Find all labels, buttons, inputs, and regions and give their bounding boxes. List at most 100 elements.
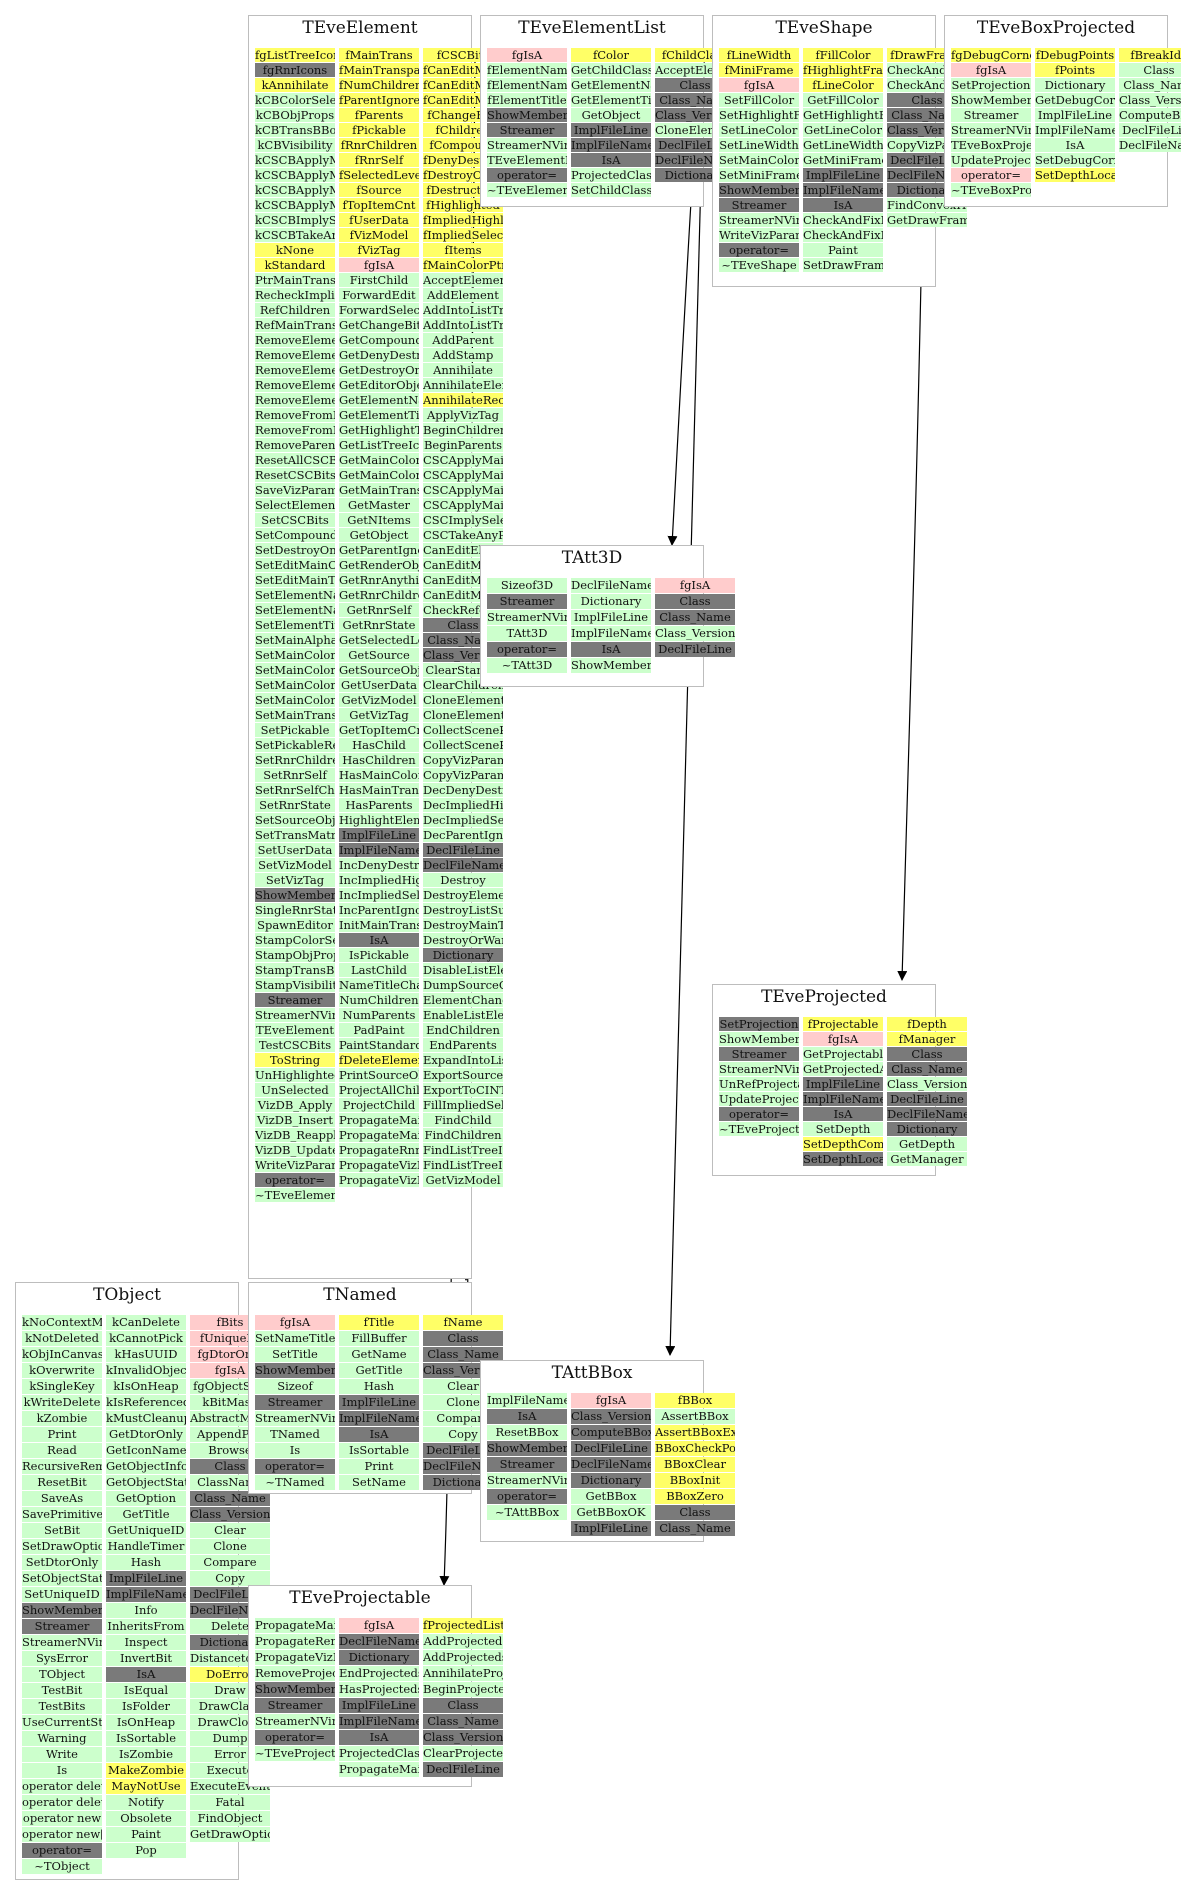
member-columns: fgIsAfElementNamefElementNameTitlefEleme… — [481, 48, 741, 198]
member-entry: operator delete[] — [22, 1795, 102, 1810]
member-entry: ShowMembers — [571, 658, 651, 673]
member-entry: SingleRnrState — [255, 903, 335, 917]
member-entry: GetUserData — [339, 678, 419, 692]
class-box-teveprojected: TEveProjected SetProjection ShowMembers Str… — [712, 984, 967, 1176]
member-entry: ImplFileLine — [106, 1571, 186, 1586]
member-entry: fgDebugCornerPoints — [951, 48, 1031, 62]
member-entry: ApplyVizTag — [423, 408, 503, 422]
member-entry: Fatal — [190, 1795, 270, 1810]
member-entry: fgRnrIcons — [255, 63, 335, 77]
member-entry: Streamer — [719, 1047, 799, 1061]
member-entry: Streamer — [487, 594, 567, 609]
member-entry: ImplFileLine — [1035, 108, 1115, 122]
member-entry: StreamerNVirtual — [487, 610, 567, 625]
member-entry: AnnihilateElements — [423, 378, 503, 392]
member-entry: ElementChanged — [423, 993, 503, 1007]
member-entry: VizDB_Apply — [255, 1098, 335, 1112]
member-entry: RemoveElementLocal — [255, 348, 335, 362]
member-entry: fgListTreeIcons — [255, 48, 335, 62]
member-entry: AddElement — [423, 288, 503, 302]
member-entry: FindListTreeItem — [423, 1158, 503, 1172]
member-entry: fPickable — [339, 123, 419, 137]
member-entry: Class — [423, 1331, 503, 1346]
member-entry: operator delete — [22, 1779, 102, 1794]
member-entry: PropagateRnrStateToProjecteds — [339, 1143, 419, 1157]
member-entry: IsA — [339, 1730, 419, 1745]
member-entry: GetProjectable — [803, 1047, 883, 1061]
member-entry: RemoveElement — [255, 333, 335, 347]
member-entry: Class_Name — [655, 1521, 735, 1536]
member-entry: SetLineColor — [719, 123, 799, 137]
member-entry: ResetAllCSCBits — [255, 453, 335, 467]
member-entry: Class — [423, 1698, 503, 1713]
member-column: fDepth fManager Class Class_Name Class_Versi… — [887, 1017, 967, 1167]
member-entry: HasParents — [339, 798, 419, 812]
member-entry: fgIsA — [719, 78, 799, 92]
member-entry: kIsOnHeap — [106, 1379, 186, 1394]
member-entry: kCSCBApplyMainColorToAllChildren — [255, 153, 335, 167]
member-entry: SetDepthCommon — [803, 1137, 883, 1151]
member-entry: Hash — [339, 1379, 419, 1394]
member-entry: ImplFileLine — [339, 828, 419, 842]
member-entry: Is — [255, 1443, 335, 1458]
member-entry: TNamed — [255, 1427, 335, 1442]
member-column: fgIsAfElementNamefElementNameTitlefEleme… — [487, 48, 567, 198]
member-entry: StreamerNVirtual — [487, 138, 567, 152]
member-entry: GetVizModel — [339, 693, 419, 707]
member-entry: SetProjection — [719, 1017, 799, 1031]
member-entry: IsSortable — [339, 1443, 419, 1458]
member-entry: fColor — [571, 48, 651, 62]
member-entry: Class_Name — [1119, 78, 1181, 92]
member-entry: ImplFileName — [803, 1092, 883, 1106]
member-entry: CopyVizParamsFromDB — [423, 768, 503, 782]
member-entry: DeclFileName — [339, 1634, 419, 1649]
member-entry: operator= — [487, 642, 567, 657]
member-entry: RemoveFromListTrees — [255, 423, 335, 437]
member-entry: ResetCSCBits — [255, 468, 335, 482]
member-entry: ImplFileName — [803, 183, 883, 197]
member-entry: ImplFileName — [571, 138, 651, 152]
member-entry: AssertBBoxExtents — [655, 1425, 735, 1440]
member-entry: IsZombie — [106, 1747, 186, 1762]
class-title: TAtt3D — [561, 548, 623, 568]
class-box-tnamed: TNamed fgIsA SetNameTitle SetTitle ShowMembe… — [248, 1282, 503, 1494]
member-entry: ForwardEdit — [339, 288, 419, 302]
member-entry: StampVisibility — [255, 978, 335, 992]
member-entry: Class — [887, 1047, 967, 1061]
member-entry: Dictionary — [571, 594, 651, 609]
member-entry: CSCApplyMainTransparencyToAllChildren — [423, 483, 503, 497]
member-column: Sizeof3DStreamerStreamerNVirtualTAtt3Dop… — [487, 578, 567, 674]
member-columns: ImplFileName IsA ResetBBox ShowMembers Strea… — [481, 1393, 741, 1537]
member-entry: fDepth — [887, 1017, 967, 1031]
member-entry: kCBVisibility — [255, 138, 335, 152]
member-entry: SetMiniFrame — [719, 168, 799, 182]
class-title: TEveProjected — [761, 987, 887, 1007]
member-entry: SavePrimitive — [22, 1507, 102, 1522]
class-title: TAttBBox — [551, 1363, 633, 1383]
member-entry: kCSCBApplyMainTransparencyToAllChildren — [255, 183, 335, 197]
member-entry: SetPickable — [255, 723, 335, 737]
member-entry: GetBBoxOK — [571, 1505, 651, 1520]
member-column: kNoContextMenukNotDeletedkObjInCanvaskOv… — [22, 1315, 102, 1875]
member-column: PropagateMainTransparencyPropagateRender… — [255, 1618, 335, 1778]
member-column: fgIsA Class_Version ComputeBBox DeclFileLin… — [571, 1393, 651, 1537]
member-entry: WriteVizParams — [255, 1158, 335, 1172]
class-box-tattbbox: TAttBBox ImplFileName IsA ResetBBox ShowMemb… — [480, 1360, 735, 1542]
member-entry: IncImpliedHighlighted — [339, 873, 419, 887]
member-entry: NumParents — [339, 1008, 419, 1022]
member-entry: DestroyOrWarn — [423, 933, 503, 947]
member-entry: LastChild — [339, 963, 419, 977]
member-entry: GetOption — [106, 1491, 186, 1506]
member-entry: kCBObjProps — [255, 108, 335, 122]
member-entry: PropagateVizParamsToProjecteds — [339, 1173, 419, 1187]
member-entry: EnableListElements — [423, 1008, 503, 1022]
member-entry: Streamer — [22, 1619, 102, 1634]
member-entry: fNumChildren — [339, 78, 419, 92]
member-entry: TAtt3D — [487, 626, 567, 641]
member-entry: Class_Version — [1119, 93, 1181, 107]
member-entry: GetListTreeIcon — [339, 438, 419, 452]
member-columns: fLineWidth fMiniFrame fgIsA SetFillColor Set… — [713, 48, 973, 273]
member-entry: Clear — [190, 1523, 270, 1538]
member-column: kCanDelete kCannotPick kHasUUID kInvalidObj… — [106, 1315, 186, 1875]
member-entry: FindChild — [423, 1113, 503, 1127]
